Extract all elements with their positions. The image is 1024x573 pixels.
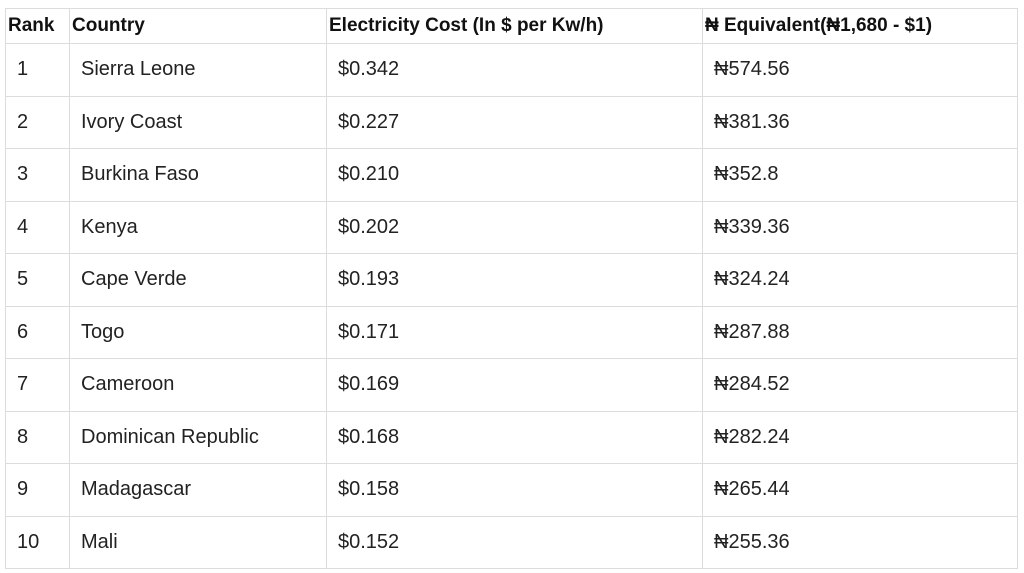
table-cell: $0.158 xyxy=(326,463,703,517)
table-cell: ₦381.36 xyxy=(702,95,1018,149)
table-cell: 5 xyxy=(5,253,70,307)
table-cell: $0.171 xyxy=(326,305,703,359)
table-cell: 7 xyxy=(5,358,70,412)
table-cell: ₦287.88 xyxy=(702,305,1018,359)
table-cell: ₦324.24 xyxy=(702,253,1018,307)
table-cell: $0.193 xyxy=(326,253,703,307)
table-cell: ₦339.36 xyxy=(702,200,1018,254)
table-row: 2 Ivory Coast $0.227 ₦381.36 xyxy=(5,95,1018,149)
table-cell: Mali xyxy=(69,515,327,569)
header-row: Rank Country Electricity Cost (In $ per Kw… xyxy=(5,8,1018,44)
header-cell: Electricity Cost (In $ per Kw/h) xyxy=(326,8,703,44)
table-cell: 8 xyxy=(5,410,70,464)
table-cell: Togo xyxy=(69,305,327,359)
table-cell: 1 xyxy=(5,43,70,97)
table-row: 5 Cape Verde $0.193 ₦324.24 xyxy=(5,253,1018,307)
table-row: 6 Togo $0.171 ₦287.88 xyxy=(5,305,1018,359)
table-cell: Sierra Leone xyxy=(69,43,327,97)
table-row: 3 Burkina Faso $0.210 ₦352.8 xyxy=(5,148,1018,202)
table-row: 9 Madagascar $0.158 ₦265.44 xyxy=(5,463,1018,517)
table-cell: 9 xyxy=(5,463,70,517)
table-row: 4 Kenya $0.202 ₦339.36 xyxy=(5,200,1018,254)
table-cell: ₦265.44 xyxy=(702,463,1018,517)
table-cell: 10 xyxy=(5,515,70,569)
table-cell: 3 xyxy=(5,148,70,202)
table-cell: ₦352.8 xyxy=(702,148,1018,202)
table-cell: $0.168 xyxy=(326,410,703,464)
header-cell: Country xyxy=(69,8,327,44)
table-cell: ₦282.24 xyxy=(702,410,1018,464)
table-row: 8 Dominican Republic $0.168 ₦282.24 xyxy=(5,410,1018,464)
table-row: 10 Mali $0.152 ₦255.36 xyxy=(5,515,1018,569)
table-cell: Madagascar xyxy=(69,463,327,517)
header-cell: Rank xyxy=(5,8,70,44)
table-cell: ₦284.52 xyxy=(702,358,1018,412)
table-cell: $0.152 xyxy=(326,515,703,569)
table-cell: Ivory Coast xyxy=(69,95,327,149)
table-cell: Burkina Faso xyxy=(69,148,327,202)
table-cell: $0.210 xyxy=(326,148,703,202)
table-cell: Kenya xyxy=(69,200,327,254)
table-row: 7 Cameroon $0.169 ₦284.52 xyxy=(5,358,1018,412)
table-cell: $0.202 xyxy=(326,200,703,254)
table-row: 1 Sierra Leone $0.342 ₦574.56 xyxy=(5,43,1018,97)
cost-table: Rank Country Electricity Cost (In $ per Kw… xyxy=(5,8,1018,569)
table-cell: ₦255.36 xyxy=(702,515,1018,569)
table-cell: Dominican Republic xyxy=(69,410,327,464)
table-cell: Cape Verde xyxy=(69,253,327,307)
table-cell: $0.227 xyxy=(326,95,703,149)
table-cell: ₦574.56 xyxy=(702,43,1018,97)
table-cell: 4 xyxy=(5,200,70,254)
table-cell: 2 xyxy=(5,95,70,149)
table-cell: Cameroon xyxy=(69,358,327,412)
table-cell: 6 xyxy=(5,305,70,359)
table-cell: $0.169 xyxy=(326,358,703,412)
table-cell: $0.342 xyxy=(326,43,703,97)
header-cell: ₦ Equivalent(₦1,680 - $1) xyxy=(702,8,1018,44)
